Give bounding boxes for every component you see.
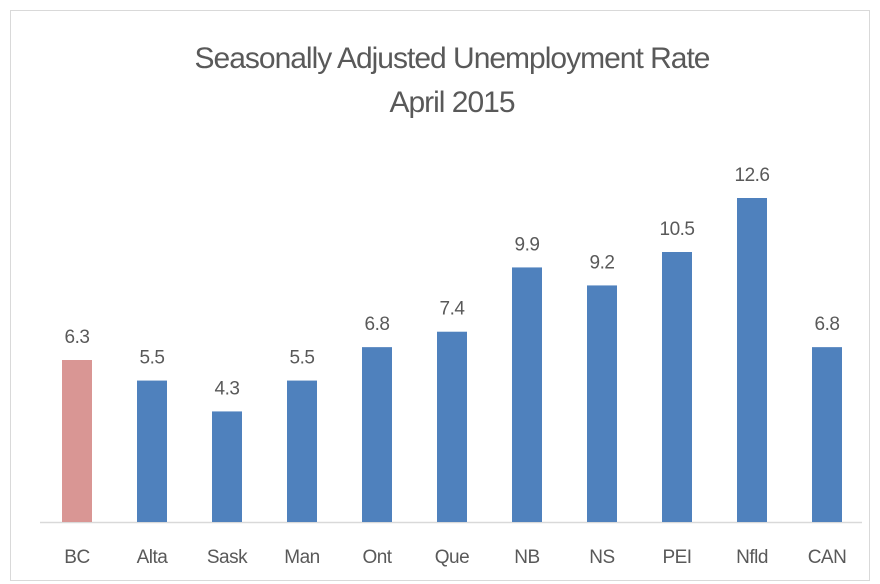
value-label: 5.5 [290, 348, 315, 369]
x-tick-label: Nfld [736, 547, 768, 568]
x-tick-label: Sask [207, 547, 248, 568]
bar [512, 267, 542, 522]
value-label: 5.5 [140, 348, 165, 369]
value-label: 6.8 [815, 314, 840, 335]
value-label: 9.2 [590, 252, 615, 273]
x-tick-label: Ont [362, 547, 392, 568]
value-label: 6.3 [65, 327, 90, 348]
bar [287, 380, 317, 522]
chart-title: Seasonally Adjusted Unemployment Rate [195, 42, 710, 75]
bar [362, 347, 392, 522]
bar [662, 252, 692, 522]
x-tick-label: Alta [137, 547, 169, 568]
bar [812, 347, 842, 522]
bar [62, 360, 92, 522]
x-tick-label: Que [435, 547, 469, 568]
value-label: 10.5 [660, 219, 695, 240]
x-tick-label: PEI [662, 547, 691, 568]
bar [437, 331, 467, 522]
value-label: 9.9 [515, 234, 540, 255]
x-tick-label: CAN [808, 547, 847, 568]
bar [587, 285, 617, 522]
x-tick-label: NB [514, 547, 539, 568]
bar [137, 380, 167, 522]
bar [212, 411, 242, 522]
value-label: 7.4 [440, 299, 466, 320]
x-tick-label: Man [284, 547, 319, 568]
bar [737, 198, 767, 522]
value-label: 6.8 [365, 314, 390, 335]
value-label: 4.3 [215, 378, 240, 399]
chart-subtitle: April 2015 [389, 86, 514, 119]
x-tick-label: NS [589, 547, 614, 568]
value-label: 12.6 [735, 165, 770, 186]
x-tick-label: BC [64, 547, 89, 568]
